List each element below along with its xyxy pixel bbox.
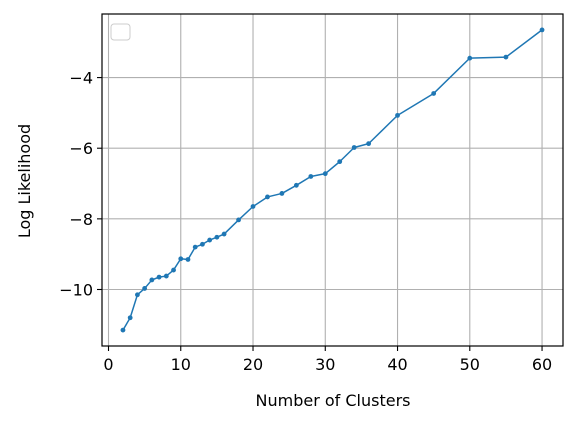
data-point xyxy=(467,55,473,61)
data-point xyxy=(293,182,299,188)
data-point xyxy=(207,237,213,243)
x-tick-label: 50 xyxy=(460,355,480,374)
data-point xyxy=(127,315,133,321)
x-tick-label: 10 xyxy=(171,355,191,374)
data-point xyxy=(142,286,148,291)
y-tick-label: −4 xyxy=(69,69,93,88)
y-axis-ticks: −10 −8 −6 −4 xyxy=(59,69,102,299)
data-point xyxy=(120,327,126,333)
legend-box xyxy=(110,23,131,41)
data-point xyxy=(135,292,140,298)
data-point xyxy=(250,204,256,209)
data-point xyxy=(163,273,169,279)
data-point xyxy=(156,274,162,280)
data-point xyxy=(395,112,400,118)
x-tick-label: 30 xyxy=(315,355,335,374)
data-point xyxy=(322,171,328,177)
data-point xyxy=(149,277,155,283)
x-axis-label: Number of Clusters xyxy=(256,391,411,410)
x-tick-label: 40 xyxy=(387,355,407,374)
data-point xyxy=(192,244,198,250)
legend xyxy=(110,23,131,41)
data-point xyxy=(539,27,545,33)
x-tick-label: 60 xyxy=(532,355,552,374)
data-point xyxy=(351,145,357,150)
series-group xyxy=(120,27,545,333)
data-point xyxy=(221,231,227,237)
x-tick-label: 0 xyxy=(103,355,113,374)
data-point xyxy=(214,234,220,240)
y-tick-label: −6 xyxy=(69,139,93,158)
data-point xyxy=(200,241,205,247)
data-point xyxy=(279,191,285,196)
data-point xyxy=(265,194,270,200)
data-point xyxy=(366,141,372,147)
y-tick-label: −10 xyxy=(59,280,93,299)
data-point xyxy=(185,257,191,262)
grid-lines xyxy=(102,14,563,346)
plot-frame xyxy=(101,13,564,347)
y-tick-label: −8 xyxy=(69,210,93,229)
data-point xyxy=(178,256,184,262)
y-axis-label: Log Likelihood xyxy=(15,124,34,238)
data-point xyxy=(308,174,314,179)
data-point xyxy=(431,91,437,96)
x-tick-label: 20 xyxy=(243,355,263,374)
data-point xyxy=(236,217,241,223)
data-point xyxy=(503,54,509,60)
data-point xyxy=(337,159,343,165)
data-point xyxy=(171,267,176,273)
x-axis-ticks: 0 10 20 30 40 50 60 xyxy=(103,346,552,374)
